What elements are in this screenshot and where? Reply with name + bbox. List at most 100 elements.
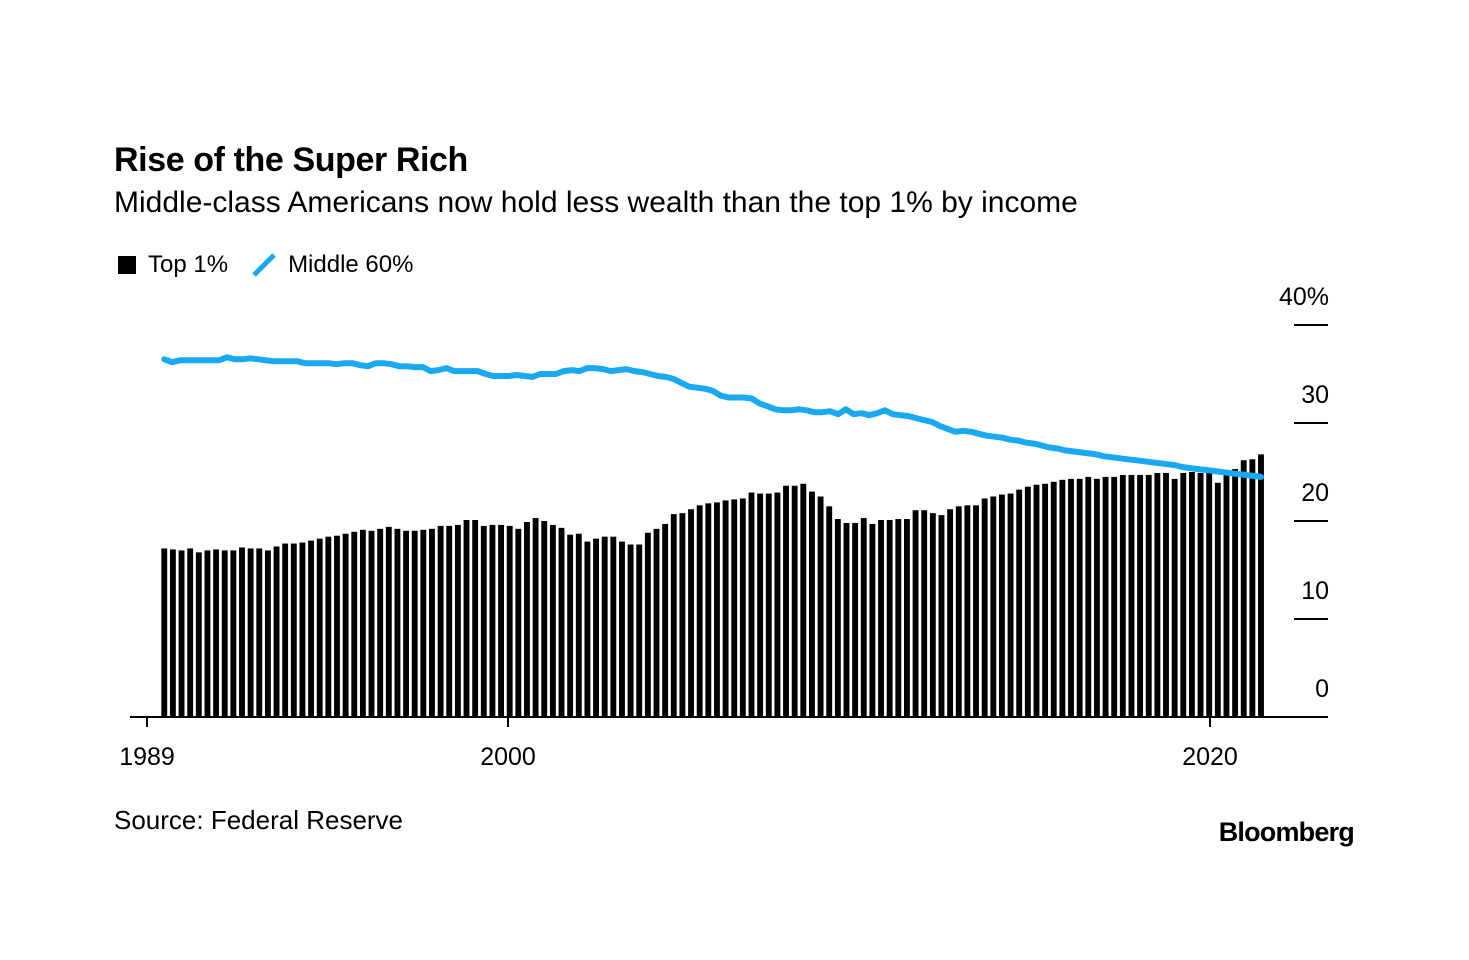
bar-top-1	[826, 506, 833, 717]
x-tick-label: 2020	[1182, 743, 1238, 771]
bar-top-1	[670, 514, 677, 717]
bar-top-1	[247, 548, 254, 717]
bar-top-1	[230, 550, 237, 717]
bar-top-1	[731, 499, 738, 717]
bar-top-1	[472, 520, 479, 717]
bar-top-1	[860, 518, 867, 717]
bar-top-1	[549, 524, 556, 717]
bar-top-1	[187, 548, 194, 717]
bar-top-1	[1102, 476, 1109, 717]
bar-top-1	[334, 535, 340, 717]
bar-top-1	[791, 485, 798, 717]
bar-top-1	[213, 549, 220, 717]
bar-top-1	[1016, 489, 1023, 717]
bar-top-1	[904, 519, 910, 717]
bar-top-1	[1145, 474, 1152, 717]
bar-top-1	[1050, 481, 1057, 717]
bar-top-1	[498, 524, 504, 717]
bar-top-1	[273, 546, 280, 717]
bar-top-1	[1188, 472, 1195, 717]
bar-top-1	[204, 550, 211, 717]
bar-top-1	[619, 541, 625, 717]
bar-top-1	[437, 525, 444, 717]
bar-top-1	[1206, 469, 1213, 717]
legend-swatch-square	[118, 256, 136, 274]
bar-top-1	[852, 522, 859, 717]
bar-top-1	[290, 543, 297, 717]
bar-series-top-1	[161, 454, 1264, 717]
legend-item-middle-60: Middle 60%	[250, 251, 413, 279]
bar-top-1	[1163, 472, 1169, 717]
source-note: Source: Federal Reserve	[114, 805, 404, 835]
bar-top-1	[385, 526, 392, 717]
bar-top-1	[342, 533, 349, 717]
bar-top-1	[696, 505, 703, 717]
bar-top-1	[1093, 478, 1100, 717]
bar-top-1	[1197, 472, 1204, 717]
bar-top-1	[998, 494, 1005, 717]
bar-top-1	[308, 540, 315, 717]
bar-top-1	[1154, 472, 1161, 717]
bar-top-1	[938, 515, 945, 717]
bloomberg-logo: Bloomberg	[1218, 817, 1355, 847]
bar-top-1	[394, 528, 401, 717]
y-tick-label: 10	[1301, 577, 1329, 605]
bar-top-1	[921, 510, 928, 717]
bar-top-1	[800, 483, 807, 717]
bar-top-1	[1232, 469, 1239, 717]
bar-top-1	[316, 538, 323, 717]
axes: 1989 2000 2020 0 10 20 30 40%	[119, 283, 1329, 771]
bar-top-1	[601, 536, 608, 717]
bar-top-1	[947, 509, 954, 717]
bar-top-1	[567, 534, 574, 717]
bar-top-1	[541, 521, 548, 717]
bar-top-1	[463, 520, 470, 717]
bar-top-1	[1033, 484, 1040, 717]
chart-title: Rise of the Super Rich	[114, 141, 468, 179]
bar-top-1	[351, 531, 358, 717]
bar-top-1	[221, 550, 228, 717]
bar-top-1	[1007, 493, 1014, 717]
bar-top-1	[489, 524, 496, 717]
bar-top-1	[403, 530, 409, 717]
bar-top-1	[964, 505, 971, 717]
bar-top-1	[446, 525, 453, 717]
bar-top-1	[739, 498, 746, 717]
legend: Top 1% Middle 60%	[118, 250, 435, 280]
bar-top-1	[679, 513, 686, 717]
x-tick-label: 2000	[480, 743, 536, 771]
bar-top-1	[886, 520, 893, 717]
bar-top-1	[368, 530, 375, 717]
y-tick-label: 40%	[1279, 283, 1329, 311]
bar-top-1	[895, 519, 902, 717]
bar-top-1	[1223, 474, 1230, 717]
bar-top-1	[558, 527, 565, 717]
bar-top-1	[834, 519, 841, 717]
bar-top-1	[1024, 486, 1031, 717]
bar-top-1	[843, 522, 850, 717]
bar-top-1	[705, 503, 712, 717]
bar-top-1	[1214, 482, 1221, 717]
bar-top-1	[282, 543, 289, 717]
bar-top-1	[524, 521, 530, 717]
bar-top-1	[714, 502, 720, 717]
bar-top-1	[1171, 478, 1178, 717]
bar-top-1	[722, 500, 729, 717]
bar-top-1	[1068, 478, 1074, 717]
bar-top-1	[627, 544, 634, 717]
bar-top-1	[1076, 478, 1083, 717]
y-tick-label: 30	[1301, 381, 1329, 409]
bar-top-1	[1059, 479, 1066, 717]
bar-top-1	[610, 536, 617, 717]
bar-top-1	[325, 536, 332, 717]
legend-label-middle-60: Middle 60%	[288, 251, 414, 278]
bar-top-1	[662, 523, 669, 717]
bar-top-1	[774, 492, 781, 717]
bar-top-1	[878, 520, 884, 717]
bar-top-1	[359, 529, 366, 717]
chart-subtitle: Middle-class Americans now hold less wea…	[114, 186, 1078, 219]
bar-top-1	[256, 548, 263, 717]
line-middle-60	[161, 354, 1264, 480]
bar-top-1	[411, 530, 418, 717]
